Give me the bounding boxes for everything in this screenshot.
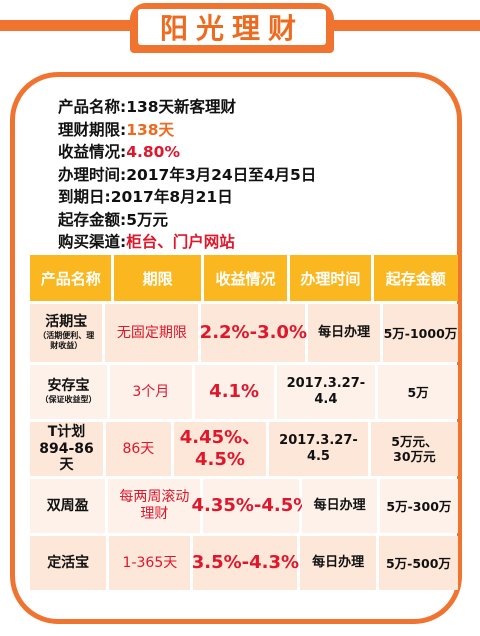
header-term: 期限: [114, 255, 201, 301]
cell-yield: 4.45%、4.5%: [173, 422, 267, 476]
info-product-row: 产品名称:138天新客理财: [58, 96, 316, 119]
product-note: （保证收益型）: [40, 395, 97, 405]
cell-time: 每日办理: [302, 479, 377, 533]
cell-yield: 4.1%: [194, 365, 274, 419]
product-table: 产品名称 期限 收益情况 办理时间 起存金额 活期宝 （活期便利、理财收益） 无固…: [30, 255, 459, 590]
info-value: 138天新客理财: [126, 98, 237, 116]
info-channel-row: 购买渠道:柜台、门户网站: [58, 231, 316, 254]
product-name: 定活宝: [47, 554, 90, 571]
info-min-row: 起存金额:5万元: [58, 209, 316, 232]
cell-yield: 4.35%-4.5%: [191, 479, 311, 533]
info-label: 购买渠道:: [58, 233, 127, 251]
info-label: 起存金额:: [58, 210, 127, 229]
cell-term: 1-365天: [109, 536, 191, 590]
table-row: 定活宝 1-365天 3.5%-4.3% 每日办理 5万-500万: [30, 536, 459, 590]
table-header: 产品名称 期限 收益情况 办理时间 起存金额: [30, 255, 458, 301]
info-value: 138天: [126, 120, 175, 139]
info-label: 产品名称:: [58, 98, 127, 116]
product-name: T计划894-86天: [39, 423, 94, 474]
cell-name: 定活宝: [30, 536, 107, 590]
table-row: 双周盈 每两周滚动理财 4.35%-4.5% 每日办理 5万-300万: [30, 479, 458, 533]
header-yield: 收益情况: [203, 255, 288, 301]
cell-time: 2017.3.27-4.4: [276, 365, 376, 419]
table-row: T计划894-86天 86天 4.45%、4.5% 2017.3.27-4.5 …: [30, 422, 458, 476]
cell-term: 86天: [106, 422, 171, 476]
cell-amount: 5万-1000万: [382, 304, 458, 362]
cell-name: 双周盈: [30, 479, 106, 533]
info-value: 4.80%: [126, 143, 180, 161]
cell-time: 每日办理: [300, 536, 376, 590]
header-name: 产品名称: [30, 255, 112, 301]
info-due-row: 到期日:2017年8月21日: [58, 186, 316, 209]
cell-amount: 5万元、30万元: [370, 422, 458, 476]
product-name: 双周盈: [46, 497, 89, 514]
table-row: 安存宝 （保证收益型） 3个月 4.1% 2017.3.27-4.4 5万: [30, 365, 458, 419]
product-info: 产品名称:138天新客理财 理财期限:138天 收益情况:4.80% 办理时间:…: [58, 96, 316, 254]
info-value: 5万元: [126, 210, 168, 229]
info-time-row: 办理时间:2017年3月24日至4月5日: [58, 164, 316, 187]
product-note: （活期便利、理财收益）: [38, 331, 95, 351]
info-value: 2017年3月24日至4月5日: [126, 165, 317, 184]
header-time: 办理时间: [290, 255, 371, 301]
product-name: 安存宝: [47, 378, 90, 395]
info-value: 2017年8月21日: [110, 188, 233, 206]
cell-term: 每两周滚动理财: [108, 479, 201, 533]
cell-amount: 5万-300万: [379, 479, 458, 533]
cell-name: 安存宝 （保证收益型）: [30, 365, 107, 419]
info-value: 柜台、门户网站: [126, 233, 235, 251]
info-yield-row: 收益情况:4.80%: [58, 141, 316, 164]
table-row: 活期宝 （活期便利、理财收益） 无固定期限 2.2%-3.0% 每日办理 5万-1…: [30, 304, 458, 362]
cell-amount: 5万-500万: [378, 536, 459, 590]
cell-yield: 3.5%-4.3%: [192, 536, 299, 590]
cell-amount: 5万: [378, 365, 458, 419]
cell-name: 活期宝 （活期便利、理财收益）: [30, 304, 103, 362]
info-period-row: 理财期限:138天: [58, 119, 316, 142]
cell-name: T计划894-86天: [30, 422, 103, 476]
cell-yield: 2.2%-3.0%: [200, 304, 307, 362]
header-amount: 起存金额: [373, 255, 458, 301]
info-label: 到期日:: [58, 188, 111, 206]
page-title: 阳光理财: [138, 9, 326, 45]
cell-term: 无固定期限: [105, 304, 199, 362]
info-label: 办理时间:: [58, 165, 127, 184]
cell-time: 每日办理: [308, 304, 380, 362]
product-name: 活期宝: [45, 314, 88, 331]
cell-time: 2017.3.27-4.5: [269, 422, 368, 476]
info-label: 收益情况:: [58, 143, 127, 161]
info-label: 理财期限:: [58, 120, 127, 139]
cell-term: 3个月: [110, 365, 192, 419]
title-banner: 阳光理财: [130, 3, 334, 53]
